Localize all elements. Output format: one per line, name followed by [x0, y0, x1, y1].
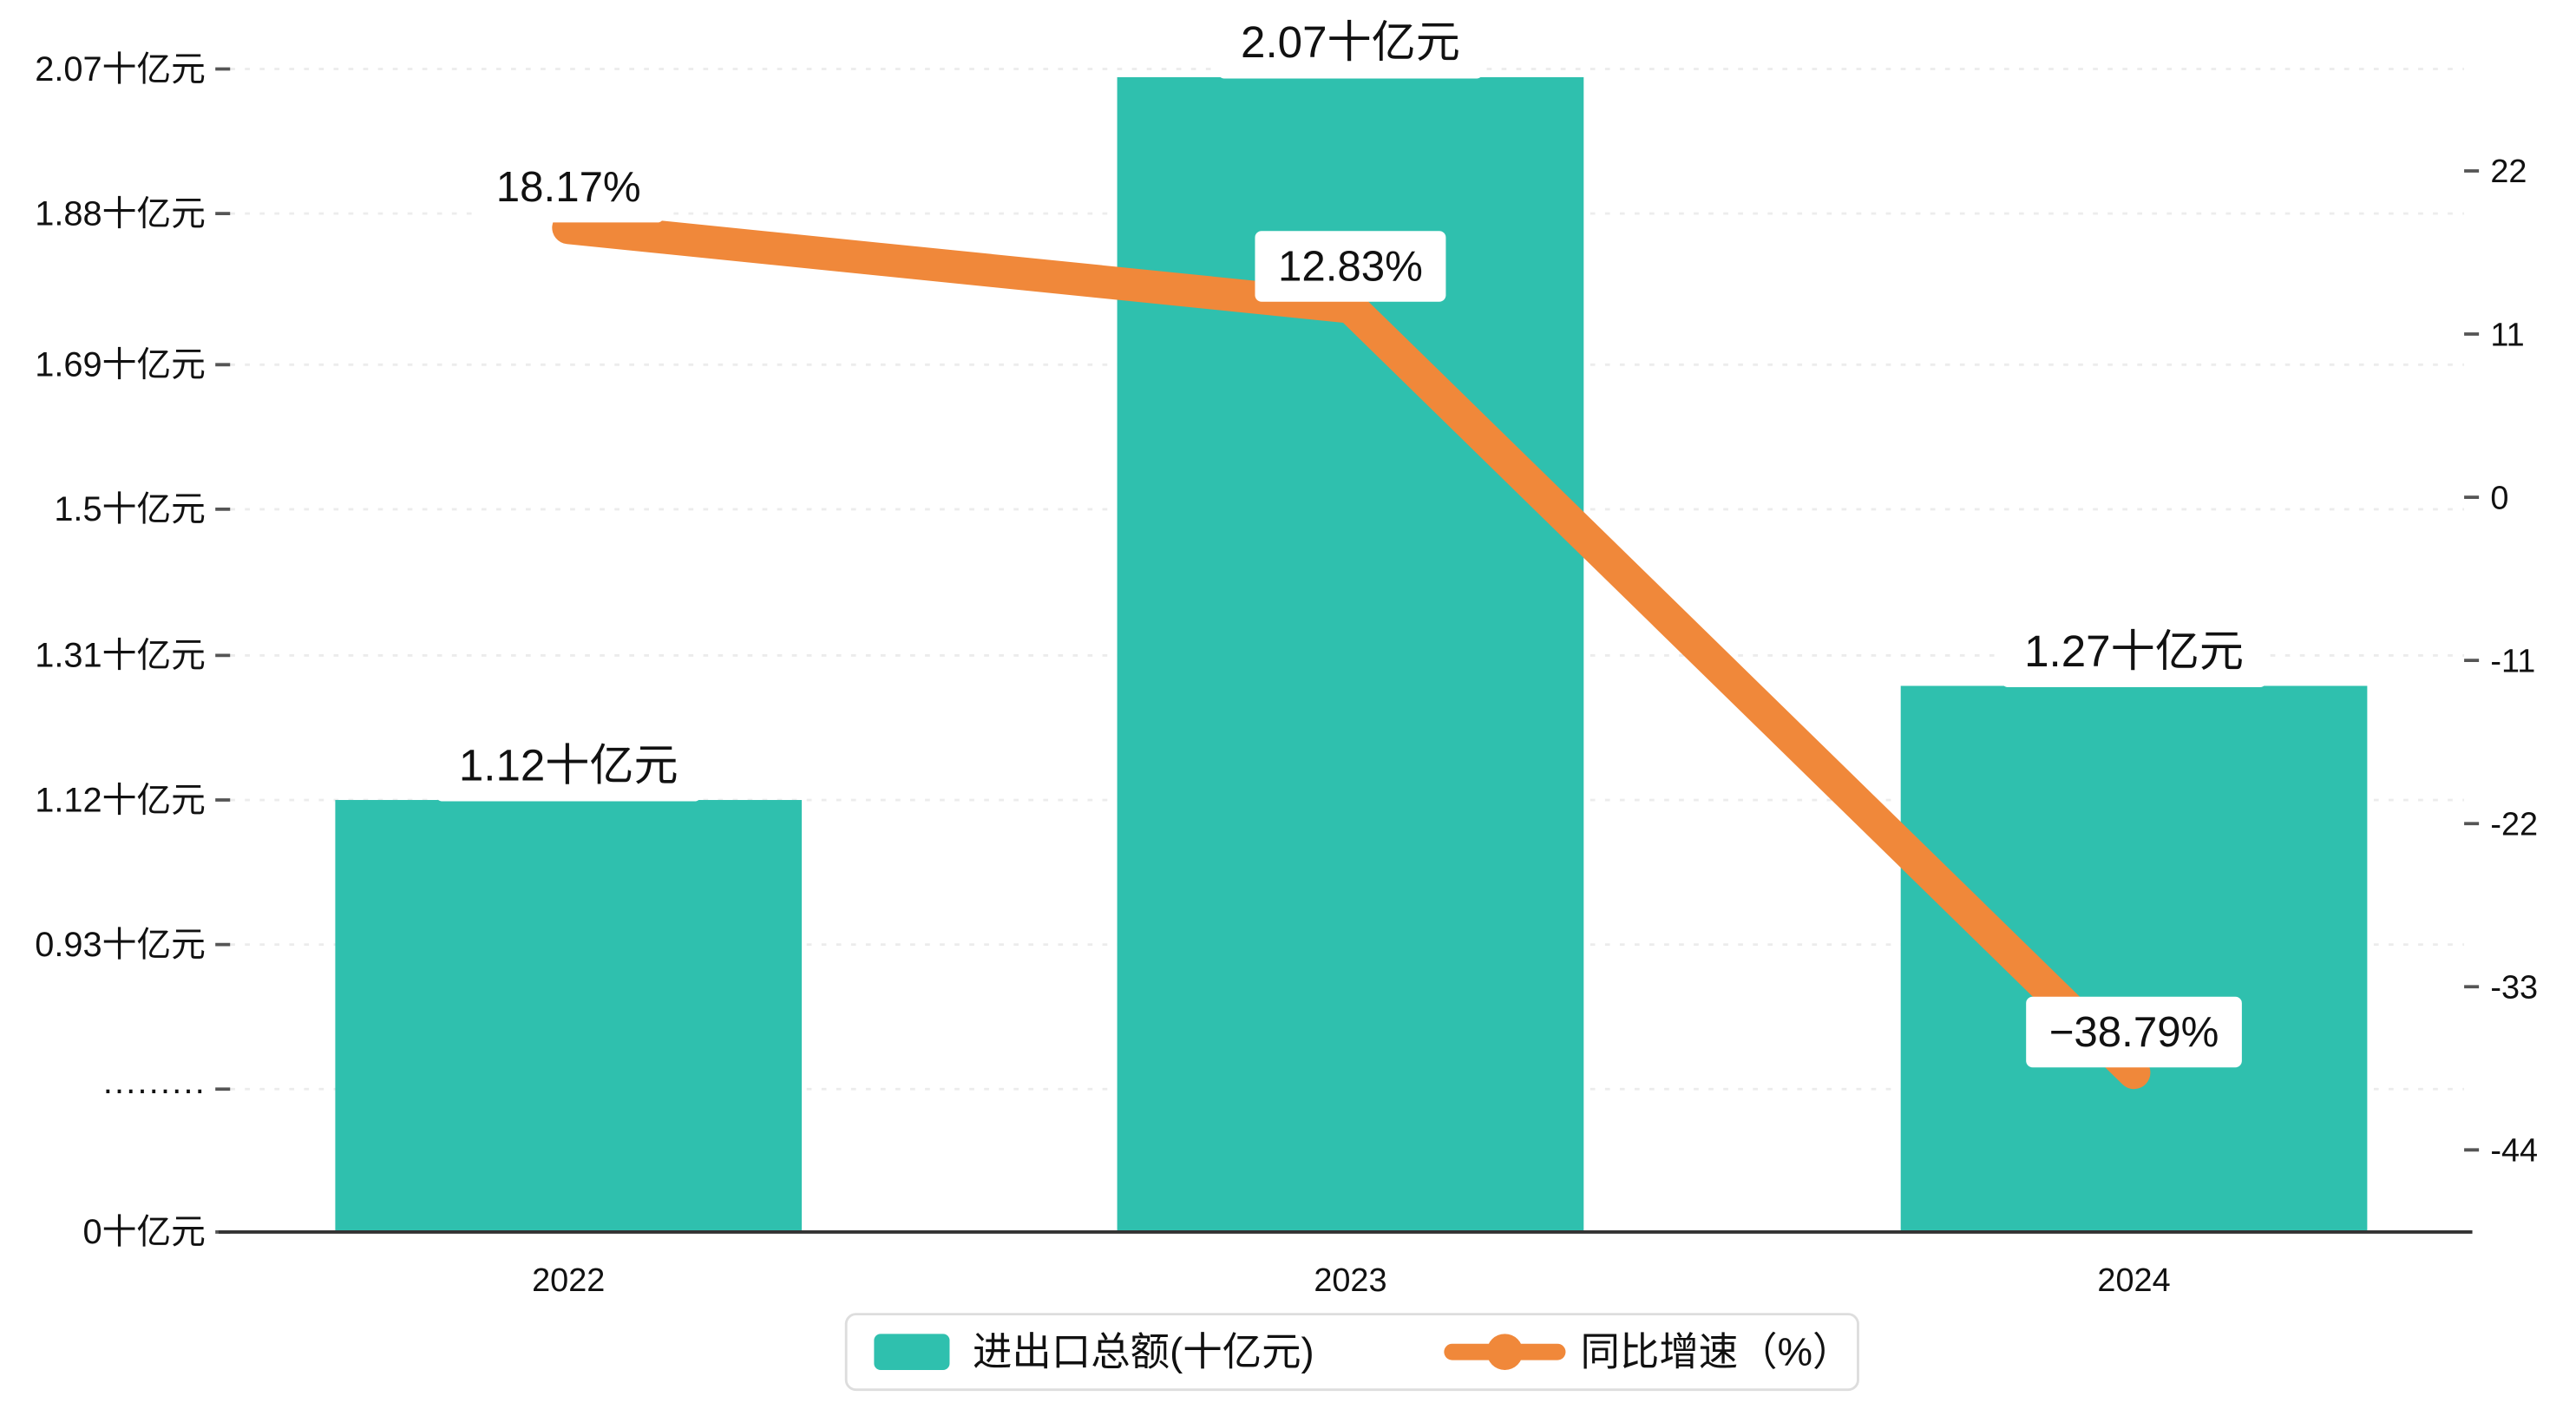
bar-value-label-bg [2001, 614, 2267, 688]
line-point-label-bg [1255, 231, 1446, 302]
left-axis-tick-label: 1.88十亿元 [35, 194, 206, 233]
legend-item-bar[interactable]: 进出口总额(十亿元) [874, 1329, 1314, 1373]
line-point-label: 18.17% [496, 163, 641, 211]
bar [335, 800, 803, 1232]
legend-frame [844, 1313, 1859, 1392]
bar-value-label-bg [1217, 6, 1484, 79]
left-axis-tick-label: ········· [102, 1070, 206, 1108]
x-category-label: 2023 [1314, 1262, 1386, 1299]
right-axis-tick-label: -22 [2490, 806, 2538, 842]
legend-line-label: 同比增速（%） [1581, 1329, 1852, 1373]
growth-line [552, 211, 2151, 1090]
right-axis-tick-label: 11 [2490, 317, 2524, 353]
legend-item-line[interactable]: 同比增速（%） [1444, 1329, 1852, 1373]
left-axis-tick-label: 0.93十亿元 [35, 926, 206, 964]
right-axis-tick-label: 0 [2490, 480, 2508, 516]
right-axis-tick-label: -33 [2490, 970, 2538, 1006]
line-series-marker-icon [1486, 1334, 1524, 1370]
bar [1900, 685, 2368, 1232]
left-axis-tick-label: 1.69十亿元 [35, 346, 206, 384]
bar-series-swatch-icon [874, 1334, 950, 1370]
line-point-label-bg [473, 151, 665, 223]
line-point-label-bg [2026, 996, 2242, 1068]
bar-value-label: 1.27十亿元 [2024, 626, 2244, 676]
legend-bar-label: 进出口总额(十亿元) [973, 1329, 1314, 1373]
left-axis-tick-label: 0十亿元 [82, 1213, 205, 1251]
plot-area: 2.07十亿元 1.88十亿元 1.69十亿元 1.5十亿元 1.31十亿元 1.12十亿… [35, 6, 2538, 1299]
x-category-label: 2022 [532, 1262, 605, 1299]
right-axis-tick-label: 22 [2490, 154, 2527, 190]
right-axis-tick-label: -44 [2490, 1133, 2538, 1170]
left-axis-tick-label: 1.5十亿元 [54, 490, 206, 528]
right-axis-tick-label: -11 [2490, 643, 2535, 679]
bar-value-label: 2.07十亿元 [1241, 17, 1460, 67]
bar-value-label-bg [436, 729, 702, 802]
left-axis-tick-label: 1.31十亿元 [35, 637, 206, 675]
line-point-label: 12.83% [1278, 242, 1423, 290]
left-axis-tick-label: 1.12十亿元 [35, 781, 206, 819]
x-category-label: 2024 [2097, 1262, 2170, 1299]
legend: 进出口总额(十亿元) 同比增速（%） [844, 1313, 1859, 1392]
line-point-label: −38.79% [2049, 1008, 2219, 1056]
bar-value-label: 1.12十亿元 [459, 740, 678, 790]
left-axis-tick-label: 2.07十亿元 [35, 50, 206, 88]
